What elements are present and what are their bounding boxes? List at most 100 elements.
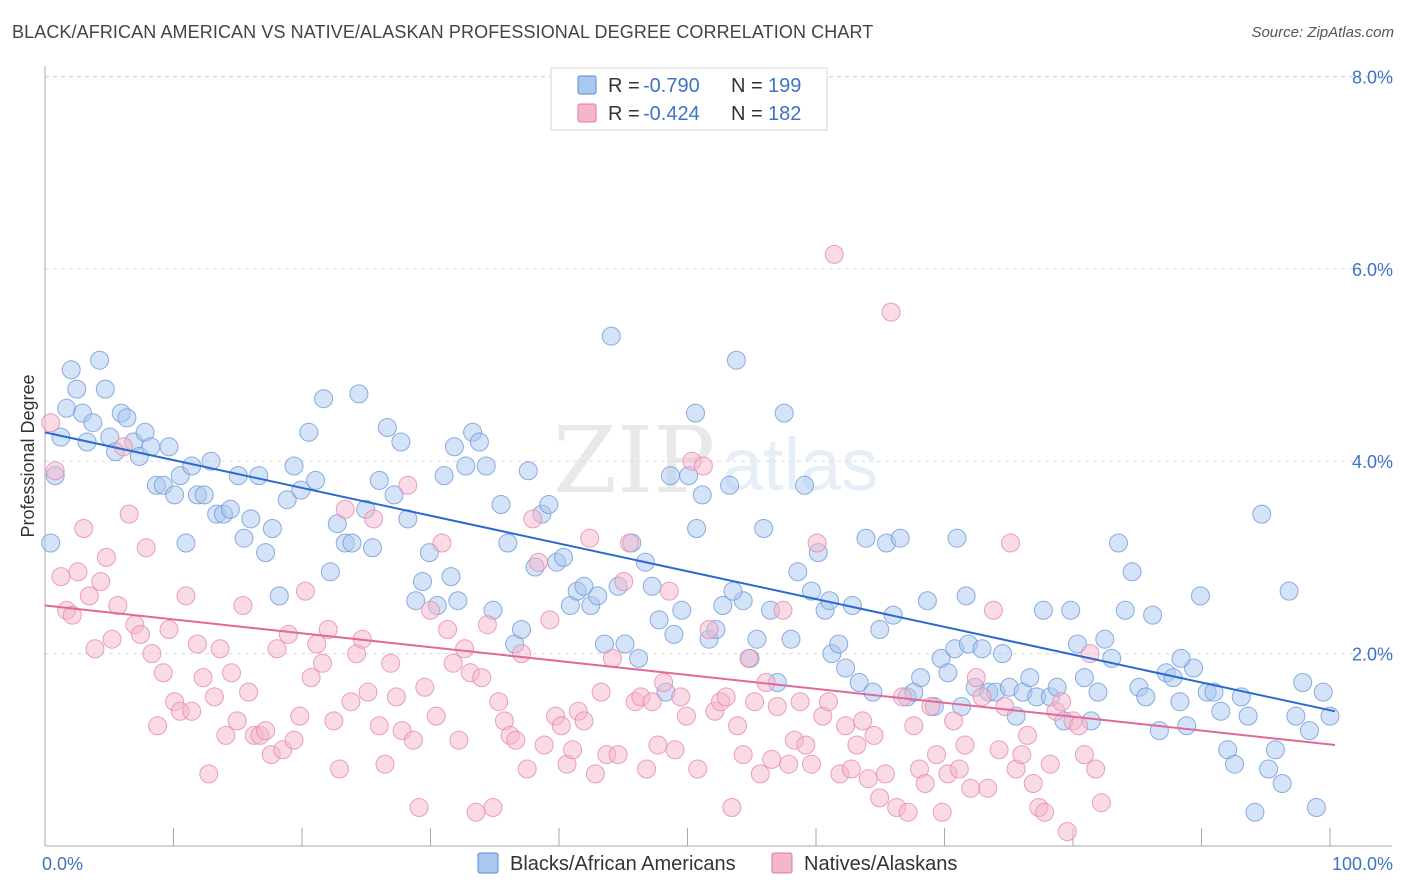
natives-point-25 [182, 701, 202, 721]
blacks-point-173 [1204, 682, 1224, 702]
blacks-point-169 [1177, 716, 1197, 736]
y-tick-labels: 2.0% 4.0% 6.0% 8.0% [1352, 67, 1393, 664]
natives-point-132 [790, 692, 810, 712]
natives-point-70 [438, 620, 458, 639]
blacks-point-14 [117, 408, 137, 428]
natives-point-61 [386, 687, 406, 707]
y-axis-label: Professional Degree [18, 374, 38, 537]
natives-point-50 [324, 711, 344, 731]
natives-point-75 [466, 802, 486, 822]
natives-point-57 [364, 509, 384, 529]
natives-point-137 [819, 692, 838, 712]
blacks-point-164 [1143, 605, 1163, 625]
blacks-point-168 [1170, 692, 1190, 712]
natives-point-160 [949, 759, 969, 779]
blacks-point-198 [1171, 648, 1191, 668]
natives-point-46 [301, 668, 321, 688]
blacks-point-92 [649, 610, 669, 630]
blacks-point-183 [1272, 774, 1292, 793]
natives-point-133 [796, 735, 816, 755]
y-tick-label-2: 6.0% [1352, 260, 1393, 280]
blacks-point-84 [595, 634, 614, 654]
natives-point-47 [307, 634, 327, 654]
blacks-point-95 [672, 600, 692, 620]
blacks-point-62 [441, 567, 461, 587]
natives-point-179 [1057, 822, 1077, 842]
natives-point-53 [341, 692, 361, 712]
natives-point-86 [529, 552, 548, 572]
natives-point-13 [114, 437, 133, 457]
natives-point-105 [637, 759, 657, 779]
natives-point-96 [585, 764, 605, 784]
natives-point-26 [187, 634, 207, 654]
natives-point-44 [290, 706, 310, 726]
natives-point-148 [881, 302, 901, 322]
blacks-point-45 [320, 562, 340, 582]
blacks-point-178 [1238, 706, 1258, 726]
blacks-point-195 [947, 528, 967, 548]
blacks-point-196 [687, 519, 707, 538]
blacks-point-107 [754, 519, 774, 538]
natives-point-144 [858, 769, 878, 789]
axes [44, 66, 1392, 847]
natives-point-84 [517, 759, 537, 779]
natives-point-109 [659, 581, 679, 601]
natives-point-101 [614, 572, 634, 591]
natives-point-106 [642, 692, 662, 712]
natives-point-40 [267, 639, 287, 659]
blacks-point-22 [165, 485, 185, 505]
blacks-point-70 [498, 533, 518, 553]
blacks-point-153 [1068, 634, 1087, 654]
blacks-point-27 [194, 485, 214, 505]
natives-point-34 [233, 596, 253, 615]
natives-point-165 [978, 778, 998, 798]
natives-point-85 [523, 509, 543, 529]
blacks-point-163 [1136, 687, 1156, 707]
natives-point-125 [750, 764, 770, 784]
blacks-point-9 [90, 350, 110, 370]
natives-point-32 [222, 663, 241, 683]
blacks-point-131 [917, 591, 937, 611]
natives-point-168 [995, 697, 1015, 716]
natives-point-51 [330, 759, 349, 779]
blacks-point-161 [1122, 562, 1142, 582]
blacks-point-157 [1095, 629, 1115, 649]
legend-r-label-2: R = [608, 103, 640, 125]
blacks-point-142 [993, 644, 1012, 664]
blacks-point-81 [574, 576, 594, 596]
natives-point-69 [432, 533, 452, 553]
natives-point-92 [563, 740, 583, 760]
blacks-point-49 [349, 384, 369, 404]
natives-point-140 [836, 716, 856, 736]
blacks-point-130 [911, 668, 931, 688]
blacks-point-53 [377, 418, 397, 437]
legend-n-label-1: N = [731, 75, 763, 97]
natives-point-110 [665, 740, 685, 760]
natives-point-172 [1018, 725, 1037, 745]
legend-swatch-blue [577, 75, 597, 95]
blacks-point-182 [1265, 740, 1285, 760]
blacks-point-103 [726, 350, 746, 370]
blacks-point-98 [692, 485, 712, 505]
blacks-point-8 [83, 413, 103, 433]
natives-point-114 [688, 759, 708, 779]
natives-point-161 [955, 735, 975, 755]
natives-point-73 [455, 639, 475, 659]
natives-point-56 [358, 682, 378, 702]
natives-point-14 [119, 504, 139, 524]
natives-point-45 [295, 581, 315, 601]
natives-point-24 [176, 586, 196, 606]
blacks-point-102 [720, 475, 740, 495]
natives-point-134 [802, 754, 821, 774]
natives-point-66 [415, 677, 435, 697]
chart-title: BLACK/AFRICAN AMERICAN VS NATIVE/ALASKAN… [12, 22, 874, 42]
blacks-point-21 [159, 437, 179, 457]
blacks-point-83 [588, 586, 608, 606]
blacks-point-110 [774, 403, 794, 423]
natives-point-157 [932, 802, 952, 822]
x-tick-labels: 0.0% 100.0% [42, 854, 1393, 874]
blacks-point-112 [788, 562, 808, 582]
natives-point-42 [278, 624, 298, 644]
blacks-point-72 [512, 620, 531, 639]
blacks-point-36 [256, 543, 276, 563]
